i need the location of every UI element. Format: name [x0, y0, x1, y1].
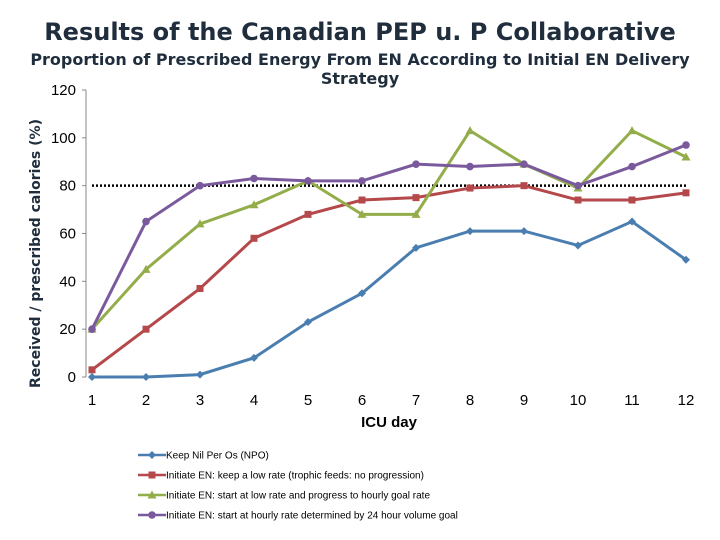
x-tick-label: 8 [466, 392, 474, 409]
data-point [682, 141, 690, 149]
x-tick-label: 4 [250, 392, 258, 409]
data-point [682, 255, 690, 264]
legend-label: Initiate EN: keep a low rate (trophic fe… [166, 471, 424, 482]
legend-swatch-marker [148, 511, 156, 519]
series-3 [87, 126, 691, 333]
y-tick-label: 0 [68, 369, 76, 386]
series-line-2 [91, 184, 687, 372]
data-point [250, 353, 258, 362]
legend-label: Keep Nil Per Os (NPO) [166, 451, 269, 462]
series-line-3 [90, 128, 687, 331]
y-tick-label: 60 [59, 226, 76, 243]
data-point [466, 184, 474, 192]
x-tick-label: 9 [520, 392, 528, 409]
y-axis-title: Received / prescribed calories (%) [28, 119, 44, 388]
y-tick-label: 20 [59, 321, 76, 338]
x-tick-label: 11 [624, 392, 640, 409]
series-2 [88, 182, 690, 374]
data-point [411, 209, 421, 218]
data-point [628, 196, 636, 204]
legend-swatch-marker [148, 471, 156, 479]
legend-item-1: Keep Nil Per Os (NPO) [138, 451, 269, 462]
data-point [142, 217, 150, 226]
data-point [628, 162, 636, 171]
chart-subtitle: Proportion of Prescribed Energy From EN … [30, 50, 690, 88]
legend-swatch-marker [147, 490, 157, 499]
x-axis-title: ICU day [361, 414, 418, 431]
data-point [141, 264, 151, 273]
data-point [358, 289, 366, 298]
legend: Keep Nil Per Os (NPO) Initiate EN: keep a… [138, 451, 458, 522]
data-point [358, 177, 366, 185]
data-point [195, 219, 205, 228]
data-point [412, 243, 420, 252]
data-point [304, 177, 312, 185]
series-1 [88, 217, 690, 381]
data-point [88, 325, 96, 333]
data-point [628, 217, 636, 226]
x-tick-label: 12 [678, 392, 695, 409]
legend-item-2: Initiate EN: keep a low rate (trophic fe… [138, 471, 424, 482]
legend-swatch-marker [148, 451, 156, 459]
data-point [249, 200, 259, 209]
data-point [196, 285, 204, 293]
x-tick-label: 5 [304, 392, 312, 409]
data-point [466, 162, 474, 171]
data-point [682, 189, 690, 197]
data-point [465, 126, 475, 135]
data-point [520, 160, 528, 168]
data-point [574, 181, 582, 190]
data-point [142, 373, 150, 381]
data-point [142, 325, 150, 333]
data-point [520, 182, 528, 190]
y-tick-label: 120 [51, 82, 76, 99]
data-point [681, 152, 691, 161]
x-tick-label: 2 [142, 392, 150, 409]
legend-label: Initiate EN: start at hourly rate determ… [166, 511, 458, 522]
data-point [304, 210, 312, 218]
data-point [574, 241, 582, 250]
series-line-4 [90, 143, 687, 330]
x-tick-label: 3 [196, 392, 204, 409]
x-tick-label: 10 [570, 392, 587, 409]
y-tick-label: 80 [59, 178, 76, 195]
x-tick-label: 6 [358, 392, 366, 409]
data-point [196, 370, 204, 379]
data-point [357, 209, 367, 218]
series-4 [88, 141, 690, 333]
data-point [466, 227, 474, 236]
data-point [88, 373, 96, 381]
data-point [412, 160, 420, 168]
data-point [88, 366, 96, 374]
data-point [250, 234, 258, 242]
legend-item-4: Initiate EN: start at hourly rate determ… [138, 511, 458, 522]
data-point [520, 227, 528, 236]
x-tick-label: 7 [412, 392, 420, 409]
legend-label: Initiate EN: start at low rate and progr… [166, 491, 430, 502]
y-tick-label: 40 [59, 273, 76, 290]
y-tick-label: 100 [51, 130, 76, 147]
legend-item-3: Initiate EN: start at low rate and progr… [138, 490, 430, 502]
data-point [574, 196, 582, 204]
data-point [412, 194, 420, 202]
series-line-1 [92, 219, 687, 379]
data-point [196, 181, 204, 190]
x-tick-label: 1 [88, 392, 96, 409]
data-point [627, 126, 637, 135]
data-point [250, 174, 258, 183]
series-group [87, 126, 691, 381]
data-point [304, 317, 312, 326]
chart-title: Results of the Canadian PEP u. P Collabo… [44, 18, 676, 46]
data-point [358, 196, 366, 204]
